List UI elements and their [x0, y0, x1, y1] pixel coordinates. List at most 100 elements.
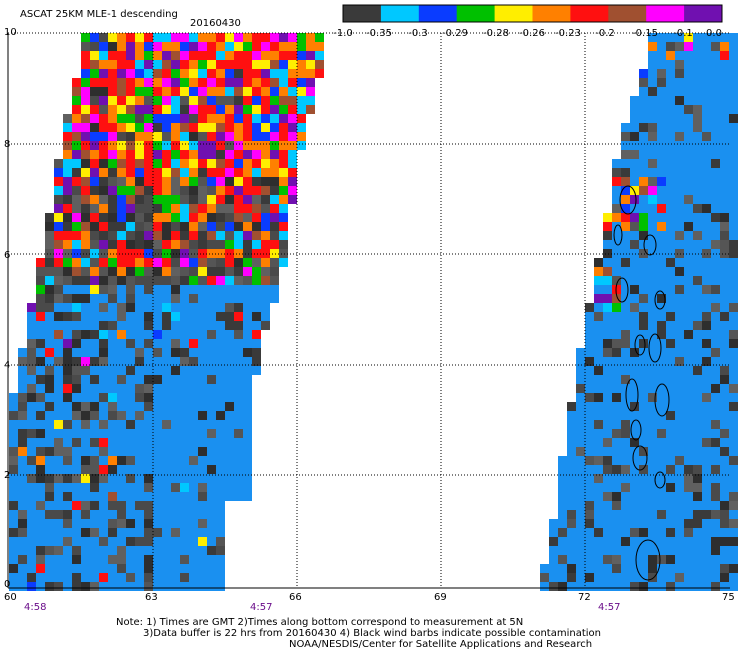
swath-cell — [648, 222, 657, 231]
swath-cell — [153, 195, 162, 204]
swath-cell — [171, 312, 180, 321]
swath-cell — [45, 510, 54, 519]
swath-cell — [198, 411, 207, 420]
swath-cell — [558, 537, 567, 546]
swath-cell — [198, 438, 207, 447]
swath-cell — [684, 222, 693, 231]
swath-cell — [198, 96, 207, 105]
swath-cell — [288, 33, 297, 42]
swath-cell — [135, 411, 144, 420]
swath-cell — [567, 429, 576, 438]
swath-cell — [198, 393, 207, 402]
swath-cell — [153, 474, 162, 483]
swath-cell — [216, 402, 225, 411]
swath-cell — [297, 114, 306, 123]
swath-cell — [315, 42, 324, 51]
swath-cell — [693, 312, 702, 321]
swath-cell — [189, 123, 198, 132]
swath-cell — [306, 33, 315, 42]
swath-cell — [162, 96, 171, 105]
swath-cell — [657, 375, 666, 384]
swath-cell — [684, 42, 693, 51]
swath-cell — [639, 393, 648, 402]
swath-cell — [108, 240, 117, 249]
swath-cell — [225, 69, 234, 78]
swath-cell — [612, 177, 621, 186]
swath-cell — [63, 141, 72, 150]
swath-cell — [243, 150, 252, 159]
swath-cell — [162, 420, 171, 429]
swath-cell — [684, 60, 693, 69]
swath-cell — [234, 294, 243, 303]
swath-cell — [702, 330, 711, 339]
swath-cell — [54, 231, 63, 240]
swath-cell — [90, 258, 99, 267]
swath-cell — [675, 141, 684, 150]
swath-cell — [639, 519, 648, 528]
swath-cell — [162, 474, 171, 483]
swath-cell — [117, 537, 126, 546]
swath-cell — [549, 573, 558, 582]
swath-cell — [261, 51, 270, 60]
swath-cell — [144, 195, 153, 204]
swath-cell — [90, 375, 99, 384]
swath-cell — [144, 321, 153, 330]
swath-cell — [621, 420, 630, 429]
swath-cell — [153, 285, 162, 294]
swath-cell — [621, 177, 630, 186]
swath-cell — [189, 96, 198, 105]
swath-cell — [684, 150, 693, 159]
swath-cell — [117, 51, 126, 60]
swath-cell — [684, 168, 693, 177]
swath-cell — [684, 366, 693, 375]
swath-cell — [108, 213, 117, 222]
swath-cell — [693, 42, 702, 51]
swath-cell — [648, 141, 657, 150]
swath-cell — [18, 402, 27, 411]
swath-cell — [135, 375, 144, 384]
swath-cell — [198, 195, 207, 204]
swath-cell — [108, 573, 117, 582]
swath-cell — [648, 105, 657, 114]
swath-cell — [135, 294, 144, 303]
swath-cell — [621, 330, 630, 339]
swath-cell — [72, 537, 81, 546]
swath-cell — [612, 357, 621, 366]
swath-cell — [684, 393, 693, 402]
swath-cell — [216, 582, 225, 591]
swath-cell — [720, 411, 729, 420]
swath-cell — [126, 483, 135, 492]
swath-cell — [126, 357, 135, 366]
color-legend-swatch — [418, 5, 458, 22]
swath-cell — [144, 537, 153, 546]
swath-cell — [630, 132, 639, 141]
swath-cell — [27, 492, 36, 501]
swath-cell — [135, 141, 144, 150]
swath-cell — [99, 222, 108, 231]
swath-cell — [108, 465, 117, 474]
swath-cell — [720, 114, 729, 123]
swath-cell — [81, 33, 90, 42]
swath-cell — [225, 366, 234, 375]
swath-cell — [45, 474, 54, 483]
swath-cell — [720, 402, 729, 411]
swath-cell — [612, 258, 621, 267]
swath-cell — [72, 168, 81, 177]
swath-cell — [162, 573, 171, 582]
swath-cell — [243, 285, 252, 294]
swath-cell — [261, 177, 270, 186]
swath-cell — [693, 438, 702, 447]
swath-cell — [189, 474, 198, 483]
swath-cell — [288, 51, 297, 60]
swath-cell — [153, 213, 162, 222]
swath-cell — [711, 447, 720, 456]
swath-cell — [162, 78, 171, 87]
swath-cell — [594, 402, 603, 411]
swath-cell — [657, 267, 666, 276]
swath-cell — [666, 105, 675, 114]
swath-cell — [648, 69, 657, 78]
swath-cell — [36, 474, 45, 483]
swath-cell — [567, 573, 576, 582]
swath-cell — [612, 339, 621, 348]
island-outline — [613, 224, 623, 246]
